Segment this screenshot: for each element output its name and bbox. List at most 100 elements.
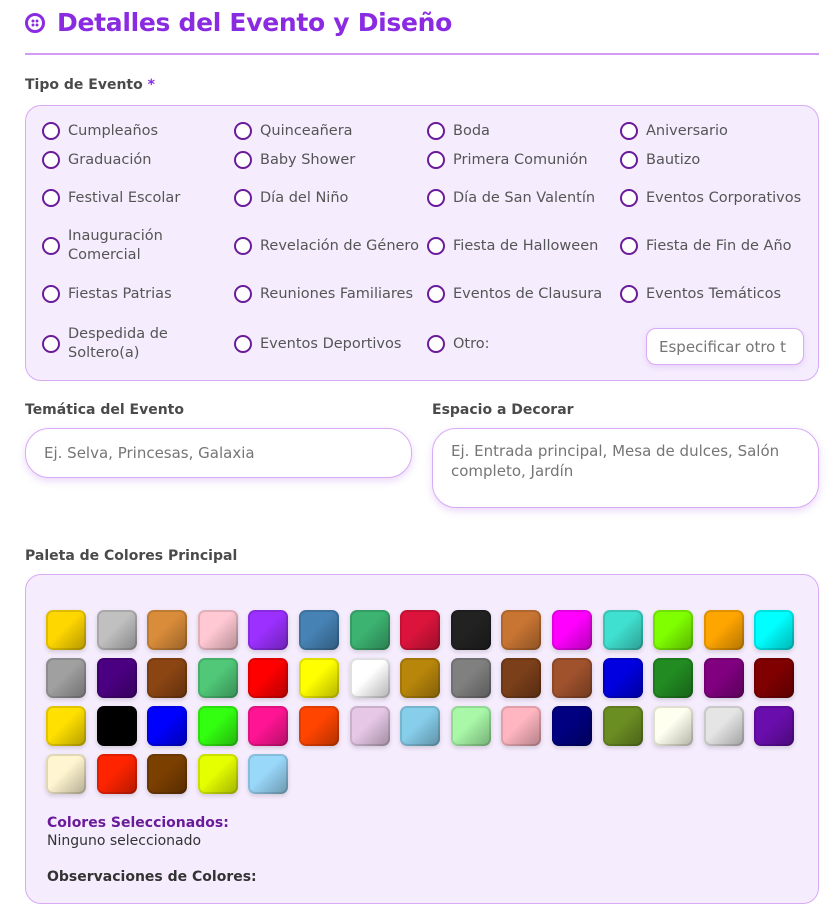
event-type-option[interactable]: Fiesta de Halloween — [427, 235, 612, 257]
color-swatch[interactable] — [501, 658, 542, 698]
radio-button[interactable] — [620, 189, 638, 207]
color-swatch[interactable] — [501, 706, 542, 746]
color-swatch[interactable] — [703, 658, 744, 698]
color-swatch[interactable] — [96, 754, 137, 794]
color-swatch[interactable] — [653, 658, 694, 698]
radio-button[interactable] — [620, 122, 638, 140]
color-swatch[interactable] — [349, 658, 390, 698]
radio-button[interactable] — [234, 151, 252, 169]
color-swatch[interactable] — [147, 754, 188, 794]
radio-button[interactable] — [234, 285, 252, 303]
event-type-option[interactable]: Baby Shower — [234, 149, 419, 171]
event-type-option[interactable]: Primera Comunión — [427, 149, 612, 171]
color-swatch[interactable] — [501, 610, 542, 650]
color-swatch[interactable] — [299, 706, 339, 746]
event-type-option[interactable]: Eventos Temáticos — [620, 283, 805, 305]
color-swatch[interactable] — [754, 610, 795, 650]
color-swatch[interactable] — [46, 610, 86, 650]
color-swatch[interactable] — [653, 610, 694, 650]
radio-button[interactable] — [620, 285, 638, 303]
color-swatch[interactable] — [96, 610, 137, 650]
event-type-option[interactable]: Eventos de Clausura — [427, 283, 612, 305]
radio-button[interactable] — [427, 237, 445, 255]
color-swatch[interactable] — [450, 610, 491, 650]
color-swatch[interactable] — [96, 658, 137, 698]
radio-button[interactable] — [427, 285, 445, 303]
color-swatch[interactable] — [400, 706, 441, 746]
event-type-option[interactable]: Día del Niño — [234, 187, 419, 209]
color-swatch[interactable] — [400, 610, 441, 650]
radio-button[interactable] — [42, 151, 60, 169]
event-type-option[interactable]: Otro: — [427, 333, 612, 355]
event-type-option[interactable]: Inauguración Comercial — [42, 228, 227, 263]
color-swatch[interactable] — [96, 706, 137, 746]
color-swatch[interactable] — [197, 658, 238, 698]
color-swatch[interactable] — [147, 658, 188, 698]
space-textarea[interactable] — [432, 428, 819, 508]
color-swatch[interactable] — [197, 754, 238, 794]
color-swatch[interactable] — [450, 706, 491, 746]
radio-button[interactable] — [42, 122, 60, 140]
color-swatch[interactable] — [147, 706, 188, 746]
event-type-option[interactable]: Boda — [427, 120, 612, 142]
color-swatch[interactable] — [602, 658, 643, 698]
event-type-option[interactable]: Aniversario — [620, 120, 805, 142]
radio-button[interactable] — [427, 151, 445, 169]
color-swatch[interactable] — [248, 754, 289, 794]
color-swatch[interactable] — [299, 610, 339, 650]
event-type-option[interactable]: Reuniones Familiares — [234, 283, 419, 305]
event-type-option[interactable]: Bautizo — [620, 149, 805, 171]
color-swatch[interactable] — [552, 706, 592, 746]
color-swatch[interactable] — [248, 706, 289, 746]
event-type-option[interactable]: Despedida de Soltero(a) — [42, 326, 227, 361]
event-type-option[interactable]: Eventos Deportivos — [234, 333, 419, 355]
color-swatch[interactable] — [147, 610, 188, 650]
radio-button[interactable] — [42, 237, 60, 255]
color-swatch[interactable] — [602, 706, 643, 746]
color-swatch[interactable] — [400, 658, 441, 698]
radio-button[interactable] — [234, 122, 252, 140]
event-type-option[interactable]: Revelación de Género — [234, 235, 419, 257]
color-swatch[interactable] — [197, 706, 238, 746]
theme-input[interactable] — [25, 428, 412, 478]
event-type-option[interactable]: Cumpleaños — [42, 120, 227, 142]
radio-button[interactable] — [234, 189, 252, 207]
color-swatch[interactable] — [450, 658, 491, 698]
color-swatch[interactable] — [299, 658, 339, 698]
color-swatch[interactable] — [46, 658, 86, 698]
event-type-option[interactable]: Fiestas Patrias — [42, 283, 227, 305]
event-type-option[interactable]: Festival Escolar — [42, 187, 227, 209]
color-swatch[interactable] — [754, 706, 795, 746]
radio-button[interactable] — [620, 151, 638, 169]
radio-button[interactable] — [42, 285, 60, 303]
event-type-option[interactable]: Día de San Valentín — [427, 187, 612, 209]
color-swatch[interactable] — [248, 610, 289, 650]
option-label: Bautizo — [646, 151, 701, 168]
radio-button[interactable] — [234, 237, 252, 255]
event-type-option[interactable]: Quinceañera — [234, 120, 419, 142]
other-event-input[interactable] — [646, 328, 804, 365]
event-type-option[interactable]: Eventos Corporativos — [620, 187, 805, 209]
color-swatch[interactable] — [349, 706, 390, 746]
color-swatch[interactable] — [552, 610, 592, 650]
color-swatch[interactable] — [349, 610, 390, 650]
color-swatch[interactable] — [197, 610, 238, 650]
color-swatch[interactable] — [248, 658, 289, 698]
event-type-option[interactable]: Graduación — [42, 149, 227, 171]
color-swatch[interactable] — [653, 706, 694, 746]
color-swatch[interactable] — [703, 610, 744, 650]
radio-button[interactable] — [234, 335, 252, 353]
color-swatch[interactable] — [552, 658, 592, 698]
color-swatch[interactable] — [46, 754, 86, 794]
radio-button[interactable] — [42, 189, 60, 207]
event-type-option[interactable]: Fiesta de Fin de Año — [620, 235, 805, 257]
radio-button[interactable] — [427, 335, 445, 353]
radio-button[interactable] — [42, 335, 60, 353]
radio-button[interactable] — [620, 237, 638, 255]
color-swatch[interactable] — [703, 706, 744, 746]
color-swatch[interactable] — [754, 658, 795, 698]
radio-button[interactable] — [427, 189, 445, 207]
color-swatch[interactable] — [602, 610, 643, 650]
color-swatch[interactable] — [46, 706, 86, 746]
radio-button[interactable] — [427, 122, 445, 140]
